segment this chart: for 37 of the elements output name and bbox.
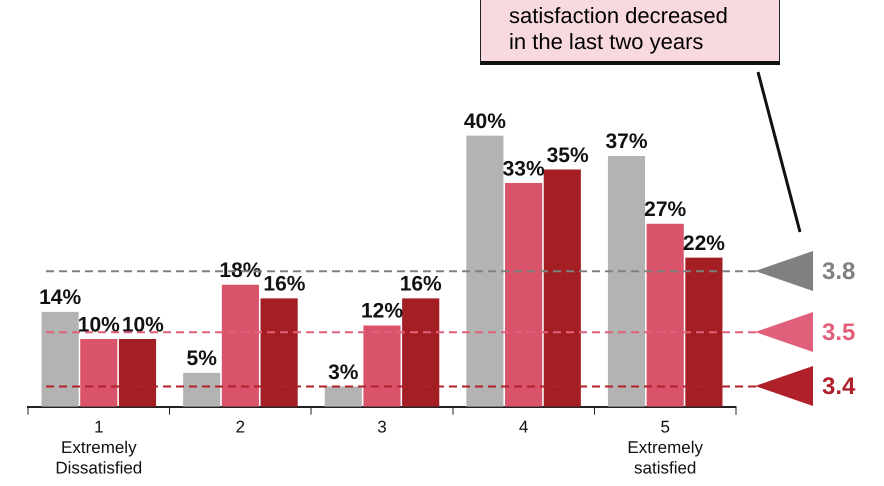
bar	[260, 298, 298, 407]
bar	[646, 224, 684, 407]
data-label: 33%	[502, 157, 545, 180]
bar	[505, 183, 542, 407]
text: 3.4	[822, 373, 856, 400]
data-label: 37%	[605, 130, 648, 154]
data-label: 10%	[78, 313, 120, 336]
bar	[80, 339, 118, 407]
bar	[544, 170, 581, 407]
data-label: 27%	[644, 198, 687, 222]
x-tick-label: 5 Extremely satisfied	[627, 418, 704, 478]
data-label: 5%	[186, 347, 218, 370]
x-tick-label: 3	[377, 418, 387, 437]
bar	[608, 156, 646, 407]
text: 3.8	[822, 258, 856, 285]
data-label: 10%	[122, 313, 164, 336]
bar	[402, 298, 440, 407]
data-label: 40%	[464, 110, 506, 133]
data-label: 3%	[328, 360, 359, 384]
data-label: 14%	[39, 286, 82, 310]
bar	[466, 136, 504, 407]
x-tick-label: 4	[518, 418, 528, 437]
data-label: 16%	[400, 272, 442, 296]
data-label: 16%	[263, 272, 306, 296]
bar	[42, 312, 79, 407]
x-tick-label: 1 Extremely Dissatisfied	[55, 418, 142, 478]
x-tick-label: 2	[236, 418, 246, 437]
bar	[685, 258, 722, 407]
bar	[363, 325, 401, 407]
bar	[222, 284, 259, 407]
callout-box: satisfaction decreased in the last two years	[480, 0, 780, 65]
text: 3.5	[822, 318, 856, 346]
data-label: 35%	[546, 144, 589, 167]
bar	[324, 386, 362, 407]
data-label: 22%	[682, 232, 726, 255]
bar	[118, 339, 156, 407]
bar	[183, 372, 220, 407]
